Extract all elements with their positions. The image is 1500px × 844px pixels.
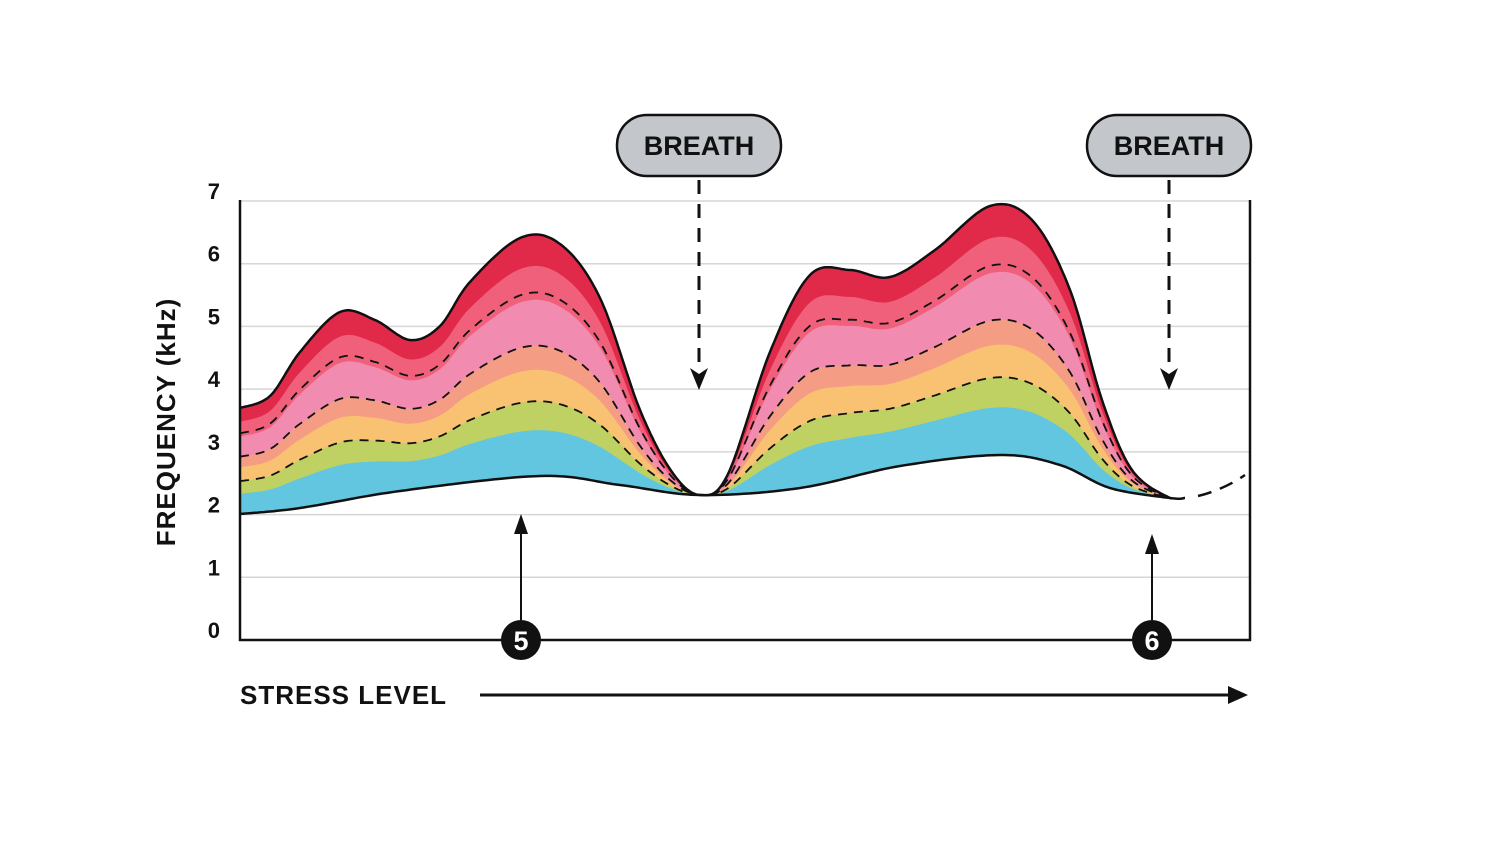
y-tick-label: 2 xyxy=(208,493,220,518)
x-axis-arrowhead xyxy=(1228,686,1248,704)
y-tick-label: 1 xyxy=(208,555,220,580)
marker-number: 6 xyxy=(1144,626,1159,656)
breath-callout-2: BREATH xyxy=(1085,113,1253,390)
marker-5: 5 xyxy=(501,514,541,660)
breath-label: BREATH xyxy=(1114,131,1225,161)
x-axis-label: STRESS LEVEL xyxy=(240,680,447,710)
dashed-continuation xyxy=(1197,473,1246,498)
y-tick-label: 7 xyxy=(208,179,220,204)
y-tick-label: 4 xyxy=(208,367,221,392)
breath-callout-1: BREATH xyxy=(615,113,783,390)
arrowhead-down-icon xyxy=(1160,368,1178,390)
breath-pill xyxy=(1085,113,1253,178)
frequency-bands xyxy=(240,204,1172,514)
arrowhead-up-icon xyxy=(1145,534,1159,554)
marker-number: 5 xyxy=(513,626,528,656)
marker-badge xyxy=(1132,620,1172,660)
marker-6: 6 xyxy=(1132,534,1172,660)
arrowhead-up-icon xyxy=(514,514,528,534)
y-tick-label: 0 xyxy=(208,618,220,643)
breath-pill xyxy=(615,113,783,178)
frequency-band xyxy=(240,407,1172,514)
y-tick-labels: 0 1 2 3 4 5 6 7 xyxy=(208,179,221,643)
y-tick-label: 3 xyxy=(208,430,220,455)
y-tick-label: 5 xyxy=(208,304,220,329)
y-axis-label: FREQUENCY (kHz) xyxy=(151,298,181,547)
arrowhead-down-icon xyxy=(690,368,708,390)
breath-label: BREATH xyxy=(644,131,755,161)
outline-curve xyxy=(239,202,1172,500)
outline-curve xyxy=(239,453,1185,516)
band-outline xyxy=(239,202,1185,516)
marker-badge xyxy=(501,620,541,660)
y-tick-label: 6 xyxy=(208,242,220,267)
